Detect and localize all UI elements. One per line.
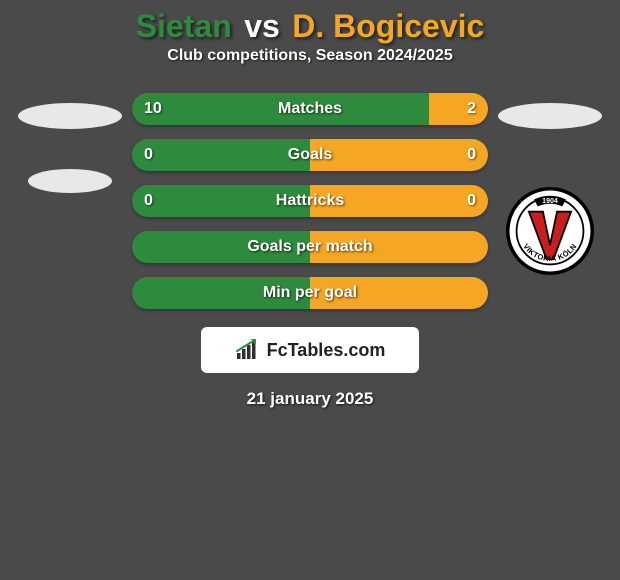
bar-right-value: 0 [467,192,476,210]
bar-segment-right [310,139,488,171]
bar-label: Hattricks [276,192,344,210]
title: Sietan vs D. Bogicevic [0,0,620,47]
stat-bar: 0 0 Hattricks [132,185,488,217]
date: 21 january 2025 [0,389,620,409]
fctables-watermark: FcTables.com [201,327,419,373]
title-vs: vs [244,8,280,44]
player2-photo-placeholder [498,103,602,129]
stat-bar: Min per goal [132,277,488,309]
stat-bar: 0 0 Goals [132,139,488,171]
bar-segment-left [132,139,310,171]
stat-bar: Goals per match [132,231,488,263]
bar-right-value: 0 [467,146,476,164]
club-logo-viktoria-koeln: 1904 VIKTORIA KÖLN [506,187,594,275]
content-row: 10 2 Matches 0 0 Goals 0 0 Hattricks Goals per ma… [0,93,620,309]
bar-label: Matches [278,100,342,118]
player2-name: D. Bogicevic [292,8,484,44]
bar-label: Min per goal [263,284,357,302]
player1-name: Sietan [136,8,232,44]
stat-bar: 10 2 Matches [132,93,488,125]
bar-left-value: 0 [144,192,153,210]
bar-label: Goals [288,146,332,164]
club-year: 1904 [542,198,558,205]
player1-photo-placeholder [18,103,122,129]
bar-segment-right [429,93,488,125]
subtitle: Club competitions, Season 2024/2025 [0,47,620,65]
player1-club-placeholder [28,169,112,193]
bar-right-value: 2 [467,100,476,118]
fctables-icon [235,339,261,361]
left-side [8,93,132,193]
comparison-card: Sietan vs D. Bogicevic Club competitions… [0,0,620,409]
bar-left-value: 0 [144,146,153,164]
stat-bars: 10 2 Matches 0 0 Goals 0 0 Hattricks Goals per ma… [132,93,488,309]
bar-left-value: 10 [144,100,162,118]
bar-label: Goals per match [247,238,372,256]
right-side: 1904 VIKTORIA KÖLN [488,93,612,275]
fctables-text: FcTables.com [267,340,386,361]
